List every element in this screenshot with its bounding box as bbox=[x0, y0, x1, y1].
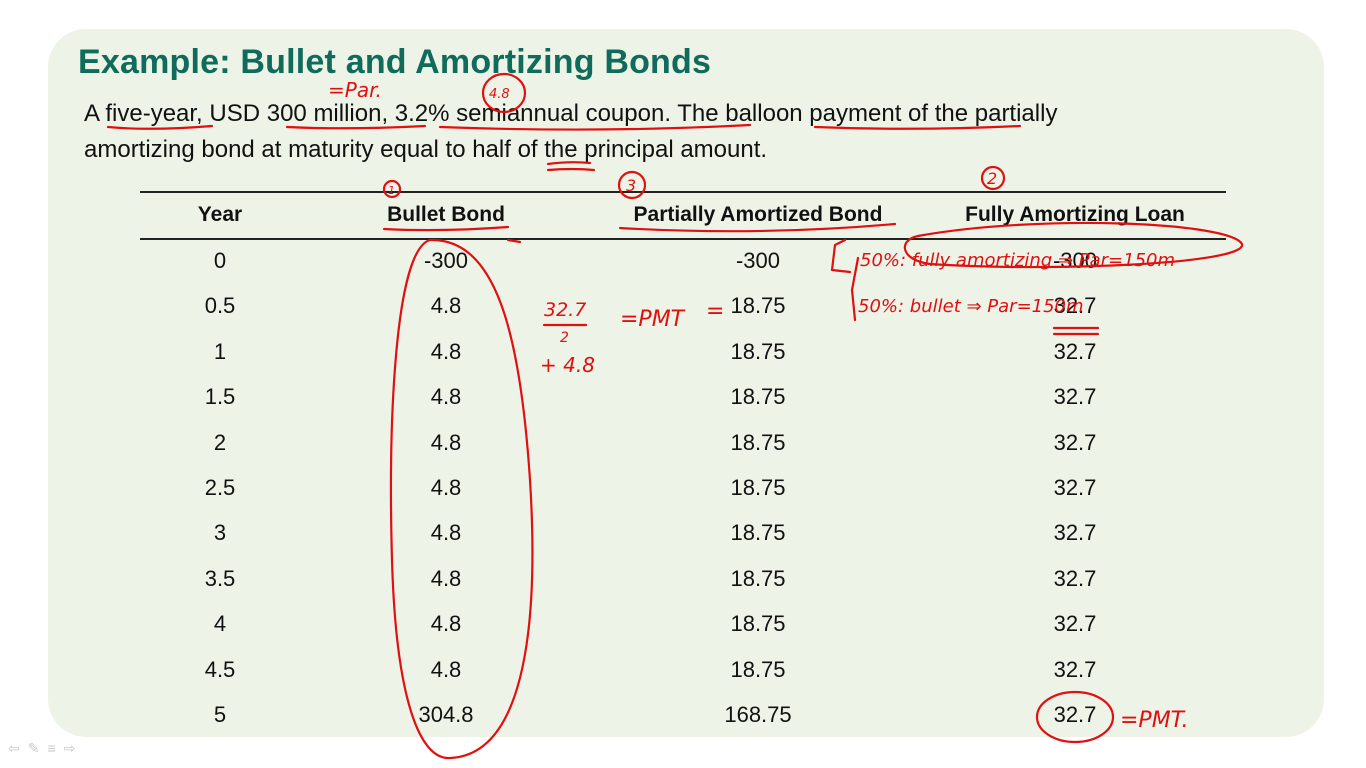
header-bullet-bond: Bullet Bond bbox=[387, 203, 505, 226]
cell-bullet: 4.8 bbox=[430, 657, 462, 682]
problem-line-2: amortizing bond at maturity equal to hal… bbox=[84, 136, 768, 163]
cell-year: 5 bbox=[213, 702, 227, 727]
menu-icon[interactable]: ≡ bbox=[47, 740, 64, 756]
cell-fully: 32.7 bbox=[1053, 475, 1097, 500]
cell-fully: 32.7 bbox=[1053, 657, 1097, 682]
cell-fully: 32.7 bbox=[1053, 566, 1097, 591]
cell-fully: 32.7 bbox=[1053, 384, 1097, 409]
cell-year: 1.5 bbox=[204, 384, 236, 409]
header-year: Year bbox=[197, 203, 243, 226]
cell-year: 3 bbox=[213, 520, 227, 545]
cell-bullet: 4.8 bbox=[430, 566, 462, 591]
cell-bullet: 4.8 bbox=[430, 611, 462, 636]
cell-bullet: 4.8 bbox=[430, 520, 462, 545]
table-header-rule bbox=[140, 238, 1226, 240]
cell-partial: 18.75 bbox=[730, 293, 786, 318]
slide-nav-controls: ⇦✎≡⇨ bbox=[8, 740, 83, 757]
cell-fully: 32.7 bbox=[1053, 520, 1097, 545]
cell-bullet: -300 bbox=[423, 248, 469, 273]
cell-bullet: 4.8 bbox=[430, 384, 462, 409]
problem-line-1: A five-year, USD 300 million, 3.2% semia… bbox=[84, 100, 1058, 127]
cell-bullet: 4.8 bbox=[430, 430, 462, 455]
cell-partial: 168.75 bbox=[724, 702, 792, 727]
cell-year: 0.5 bbox=[204, 293, 236, 318]
cell-fully: 32.7 bbox=[1053, 430, 1097, 455]
cell-partial: 18.75 bbox=[730, 430, 786, 455]
cell-partial: 18.75 bbox=[730, 384, 786, 409]
cell-year: 1 bbox=[213, 339, 227, 364]
cell-fully: 32.7 bbox=[1053, 339, 1097, 364]
cell-year: 4 bbox=[213, 611, 227, 636]
cell-year: 3.5 bbox=[204, 566, 236, 591]
cell-fully: 32.7 bbox=[1053, 611, 1097, 636]
cell-partial: -300 bbox=[735, 248, 781, 273]
header-partially-amortized-bond: Partially Amortized Bond bbox=[633, 203, 883, 226]
nav-forward-icon[interactable]: ⇨ bbox=[63, 740, 84, 756]
cell-bullet: 4.8 bbox=[430, 293, 462, 318]
header-fully-amortizing-loan: Fully Amortizing Loan bbox=[965, 203, 1185, 226]
nav-back-icon[interactable]: ⇦ bbox=[8, 740, 28, 756]
table-top-rule bbox=[140, 191, 1226, 193]
cell-fully: 32.7 bbox=[1053, 293, 1097, 318]
cell-partial: 18.75 bbox=[730, 475, 786, 500]
slide-title: Example: Bullet and Amortizing Bonds bbox=[78, 43, 712, 81]
cell-fully: -300 bbox=[1052, 248, 1098, 273]
pen-icon[interactable]: ✎ bbox=[27, 740, 48, 756]
cell-bullet: 4.8 bbox=[430, 475, 462, 500]
cell-fully: 32.7 bbox=[1053, 702, 1097, 727]
cell-year: 2.5 bbox=[204, 475, 236, 500]
cell-partial: 18.75 bbox=[730, 657, 786, 682]
cell-year: 0 bbox=[213, 248, 227, 273]
problem-statement: A five-year, USD 300 million, 3.2% semia… bbox=[84, 96, 1244, 168]
cell-partial: 18.75 bbox=[730, 339, 786, 364]
slide-background bbox=[48, 29, 1324, 737]
cell-partial: 18.75 bbox=[730, 566, 786, 591]
cell-partial: 18.75 bbox=[730, 520, 786, 545]
cell-bullet: 304.8 bbox=[418, 702, 474, 727]
cell-year: 4.5 bbox=[204, 657, 236, 682]
cell-bullet: 4.8 bbox=[430, 339, 462, 364]
cell-year: 2 bbox=[213, 430, 227, 455]
cell-partial: 18.75 bbox=[730, 611, 786, 636]
